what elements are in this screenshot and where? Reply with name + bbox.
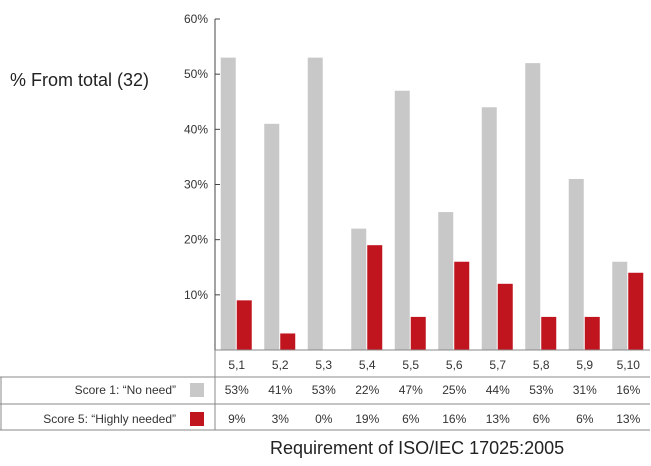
bar-highly-needed [497,283,513,350]
table-value: 53% [529,383,553,397]
bar-no-need [612,261,628,350]
table-value: 22% [355,383,379,397]
x-tick-label: 5,9 [576,358,593,372]
bar-no-need [220,57,236,350]
x-tick-label: 5,10 [617,358,641,372]
y-axis-label: % From total (32) [10,70,150,90]
table-value: 9% [228,412,246,426]
table-value: 3% [272,412,290,426]
legend-swatch [190,383,204,397]
bar-highly-needed [454,261,470,350]
x-tick-label: 5,4 [359,358,376,372]
bar-no-need [394,90,410,350]
table-value: 41% [268,383,292,397]
bar-highly-needed [628,272,644,350]
y-tick-label: 50% [184,67,208,81]
table-value: 13% [616,412,640,426]
y-tick-label: 10% [184,288,208,302]
bar-no-need [351,228,367,350]
table-value: 13% [486,412,510,426]
table-value: 44% [486,383,510,397]
table-value: 6% [533,412,551,426]
table-value: 31% [573,383,597,397]
bar-no-need [307,57,323,350]
table-value: 53% [312,383,336,397]
y-tick-label: 30% [184,178,208,192]
x-tick-label: 5,3 [315,358,332,372]
bar-no-need [438,212,454,350]
bar-highly-needed [410,316,426,350]
table-value: 16% [442,412,466,426]
bar-highly-needed [584,316,600,350]
bar-highly-needed [541,316,557,350]
x-tick-label: 5,2 [272,358,289,372]
table-value: 25% [442,383,466,397]
bar-no-need [525,63,541,351]
legend-label: Score 1: “No need” [75,383,176,397]
bar-no-need [481,107,497,351]
x-axis-label: Requirement of ISO/IEC 17025:2005 [270,438,565,458]
x-tick-label: 5,8 [533,358,550,372]
bar-highly-needed [367,245,383,350]
x-tick-label: 5,1 [228,358,245,372]
x-tick-label: 5,6 [446,358,463,372]
table-value: 19% [355,412,379,426]
table-value: 6% [576,412,594,426]
y-tick-label: 40% [184,122,208,136]
table-value: 0% [315,412,333,426]
bar-highly-needed [280,333,296,350]
bar-highly-needed [236,300,252,350]
table-value: 6% [402,412,420,426]
x-tick-label: 5,5 [402,358,419,372]
legend-label: Score 5: “Highly needed” [43,412,176,426]
bar-no-need [264,123,280,350]
bar-no-need [568,178,584,350]
legend-swatch [190,412,204,426]
y-tick-label: 60% [184,12,208,26]
table-value: 47% [399,383,423,397]
y-tick-label: 20% [184,233,208,247]
table-value: 16% [616,383,640,397]
table-value: 53% [225,383,249,397]
x-tick-label: 5,7 [489,358,506,372]
